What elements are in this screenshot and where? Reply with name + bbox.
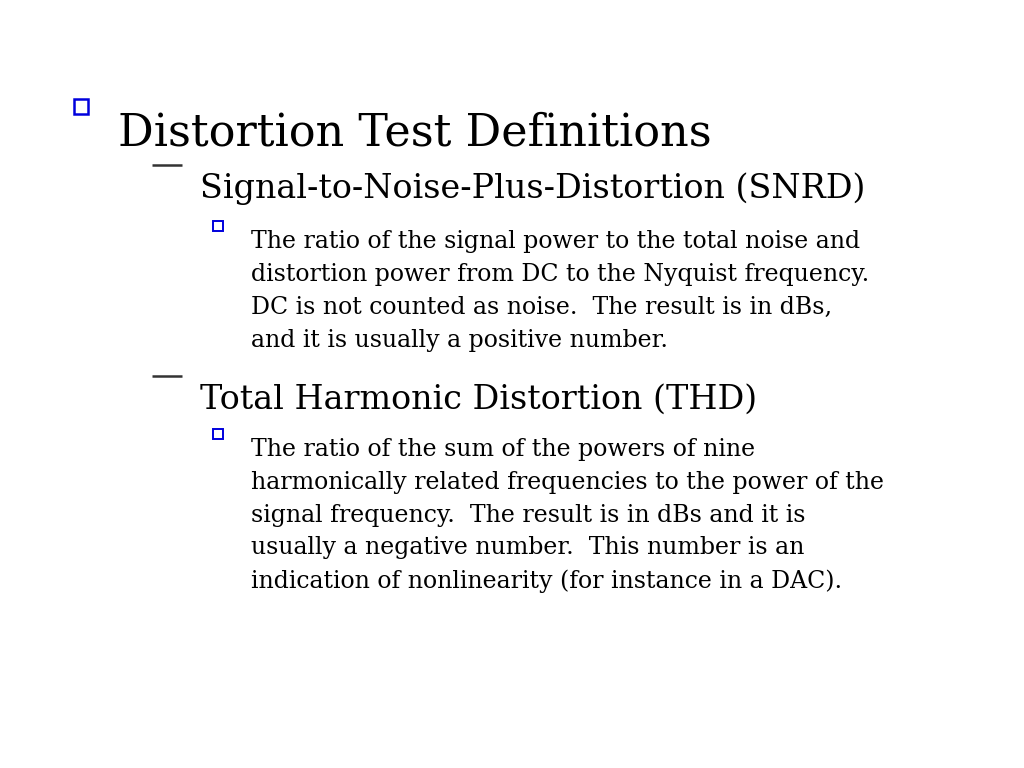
Text: Total Harmonic Distortion (THD): Total Harmonic Distortion (THD) [200, 384, 757, 416]
Text: Signal-to-Noise-Plus-Distortion (SNRD): Signal-to-Noise-Plus-Distortion (SNRD) [200, 173, 865, 206]
Text: The ratio of the signal power to the total noise and
distortion power from DC to: The ratio of the signal power to the tot… [251, 230, 869, 352]
Text: Distortion Test Definitions: Distortion Test Definitions [118, 111, 712, 154]
Text: The ratio of the sum of the powers of nine
harmonically related frequencies to t: The ratio of the sum of the powers of ni… [251, 438, 884, 593]
